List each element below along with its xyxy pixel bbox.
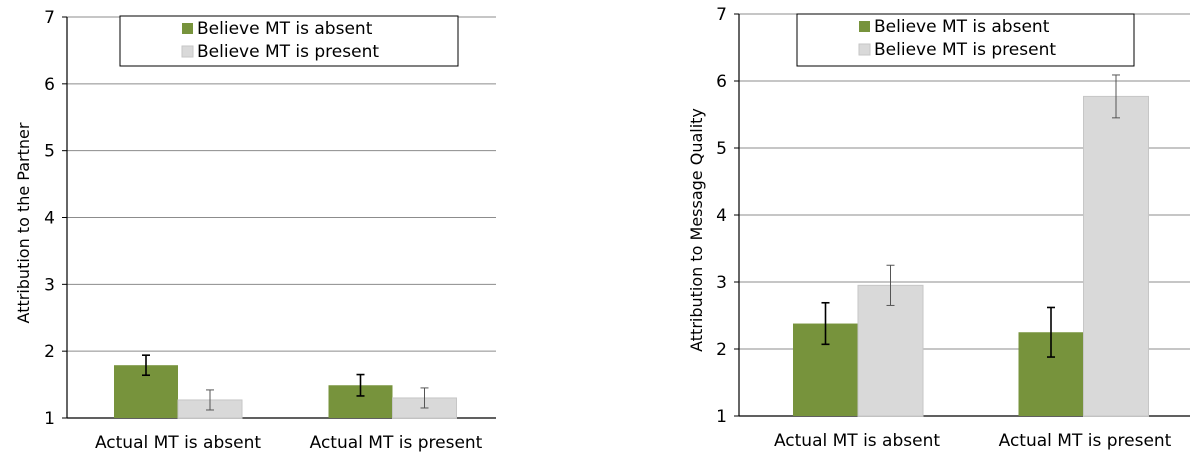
legend-label: Believe MT is present: [874, 40, 1056, 60]
legend-label: Believe MT is present: [197, 42, 379, 62]
y-tick-label: 6: [716, 72, 727, 92]
legend-swatch: [181, 45, 194, 58]
y-tick-label: 3: [44, 275, 55, 295]
y-tick-label: 3: [716, 273, 727, 293]
y-tick-label: 7: [716, 5, 727, 25]
y-axis-title: Attribution to the Partner: [14, 122, 33, 323]
y-tick-label: 6: [44, 75, 55, 95]
category-label: Actual MT is absent: [95, 433, 261, 453]
partner-attribution-chart: 1 2 3 4 5 6 7 Attribution to the Partner Actual …: [14, 8, 496, 453]
y-tick-label: 2: [716, 340, 727, 360]
legend-label: Believe MT is absent: [197, 19, 373, 39]
category-label: Actual MT is present: [999, 431, 1172, 451]
legend-swatch: [858, 43, 871, 56]
legend-swatch: [859, 21, 870, 32]
y-tick-label: 7: [44, 8, 55, 28]
category-label: Actual MT is present: [310, 433, 483, 453]
y-tick-label: 1: [716, 407, 727, 427]
legend-box: [119, 15, 459, 67]
y-tick-label: 4: [716, 206, 727, 226]
legend-label: Believe MT is absent: [874, 17, 1050, 37]
y-tick-label: 2: [44, 342, 55, 362]
legend-box: [796, 13, 1135, 67]
legend-swatch: [182, 23, 193, 34]
message-quality-attribution-chart: 1 2 3 4 5 6 7 Attribution to Message Quality Act…: [687, 5, 1190, 451]
bar-believe-present: [1083, 95, 1149, 417]
category-label: Actual MT is absent: [774, 431, 940, 451]
y-tick-label: 4: [44, 209, 55, 229]
y-tick-label: 1: [44, 409, 55, 429]
y-tick-label: 5: [716, 139, 727, 159]
y-axis-title: Attribution to Message Quality: [687, 108, 706, 352]
y-tick-label: 5: [44, 142, 55, 162]
